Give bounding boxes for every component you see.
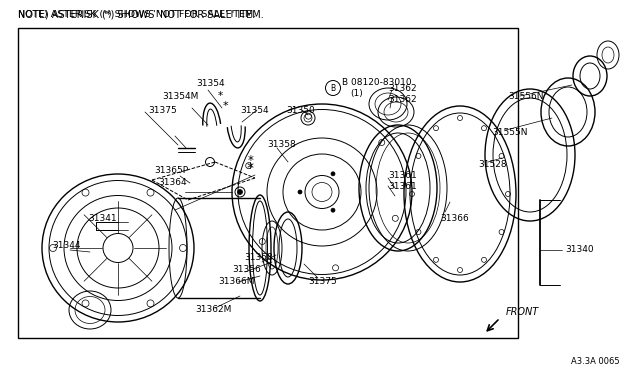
Circle shape — [237, 189, 243, 195]
Text: 31375: 31375 — [308, 278, 337, 286]
Text: 31354M: 31354M — [162, 92, 198, 100]
Text: 31356: 31356 — [232, 266, 260, 275]
Bar — [18, 28, 518, 338]
Text: 31365P: 31365P — [154, 166, 188, 174]
Text: *: * — [246, 161, 253, 175]
Text: B 08120-83010: B 08120-83010 — [342, 77, 412, 87]
Text: 31366: 31366 — [440, 214, 468, 222]
Text: 31358: 31358 — [267, 140, 296, 148]
Text: NOTE) ASTERISK (*) SHOWS 'NOT FOR SALE' ITEM.: NOTE) ASTERISK (*) SHOWS 'NOT FOR SALE' … — [18, 10, 256, 19]
Text: B: B — [330, 83, 335, 93]
Text: 31341: 31341 — [88, 214, 116, 222]
Text: 31354: 31354 — [240, 106, 269, 115]
Text: 31364: 31364 — [158, 177, 187, 186]
Text: FRONT: FRONT — [506, 307, 540, 317]
Text: 31350: 31350 — [286, 106, 315, 115]
Text: 31556N: 31556N — [508, 92, 543, 100]
Text: 31340: 31340 — [565, 246, 594, 254]
Text: 31362M: 31362M — [195, 305, 232, 314]
Text: 31528: 31528 — [478, 160, 507, 169]
Text: 31354: 31354 — [196, 78, 225, 87]
Text: 31362: 31362 — [388, 94, 417, 103]
Text: *: * — [218, 91, 223, 101]
Circle shape — [331, 172, 335, 176]
Text: 31555N: 31555N — [492, 128, 527, 137]
Text: 31358: 31358 — [244, 253, 273, 263]
Text: *: * — [222, 101, 228, 111]
Text: 31375: 31375 — [148, 106, 177, 115]
Text: 31344: 31344 — [52, 241, 81, 250]
Text: *: * — [248, 154, 254, 167]
Text: 31361: 31361 — [388, 182, 417, 190]
Text: 31361: 31361 — [388, 170, 417, 180]
Text: (1): (1) — [350, 89, 363, 97]
Text: 31366M: 31366M — [218, 278, 255, 286]
Circle shape — [331, 208, 335, 212]
Text: NOTE) ASTERISK (*) SHOWS 'NOT FOR SALE' ITEM.: NOTE) ASTERISK (*) SHOWS 'NOT FOR SALE' … — [18, 9, 264, 19]
Circle shape — [298, 190, 302, 194]
Text: 31362: 31362 — [388, 83, 417, 93]
Text: A3.3A 0065: A3.3A 0065 — [572, 357, 620, 366]
